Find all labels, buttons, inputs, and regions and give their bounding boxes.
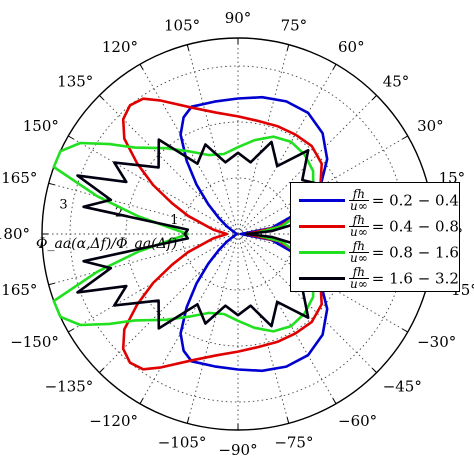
angle-tick-label: 135° [57,72,93,90]
outer-tick [402,135,408,140]
outer-tick [286,44,290,51]
outer-tick [68,135,74,140]
legend-range-1: = 0.4 − 0.8 [371,217,459,236]
angle-tick-label: 30° [417,117,444,135]
radial-tick-label: 2 [115,205,123,220]
angle-tick-label: 75° [281,16,308,34]
outer-tick [186,44,190,51]
grid-spoke [186,233,239,424]
angle-tick-label: ±180° [0,225,30,243]
angle-tick-label: −90° [218,441,257,459]
radial-tick-label: 1 [170,213,178,228]
legend-item-2: fh u∞ = 0.8 − 1.6 [297,239,459,265]
legend-swatch-3 [299,277,345,280]
legend: fh u∞ = 0.2 − 0.4 fh u∞ = 0.4 − 0.8 fh u∞ = 0.… [290,182,460,292]
grid-spoke [68,135,239,235]
angle-tick-label: 165° [1,169,37,187]
outer-tick [48,282,55,286]
legend-frac-num-0: fh [349,188,369,201]
grid-spoke [237,233,290,424]
legend-frac-num-1: fh [349,214,369,227]
legend-range-3: = 1.6 − 3.2 [371,269,459,288]
grid-spoke [68,233,239,333]
legend-item-0: fh u∞ = 0.2 − 0.4 [297,187,459,213]
radial-ticks: 1 2 3 [59,198,178,229]
legend-range-2: = 0.8 − 1.6 [371,243,459,262]
outer-tick [68,328,74,333]
legend-frac-num-2: fh [349,240,369,253]
legend-label-2: fh u∞ = 0.8 − 1.6 [349,240,459,265]
legend-label-0: fh u∞ = 0.2 − 0.4 [349,188,459,213]
grid-spoke [99,233,239,373]
angle-tick-label: −60° [338,412,377,430]
legend-label-1: fh u∞ = 0.4 − 0.8 [349,214,459,239]
outer-tick [99,368,104,373]
series-line-2 [52,135,315,333]
outer-tick [286,417,290,424]
grid-spoke [139,233,239,404]
outer-tick [332,398,337,404]
legend-frac-den-1: u∞ [350,225,368,239]
legend-range-0: = 0.2 − 0.4 [371,191,459,210]
angle-tick-label: −45° [383,378,422,396]
legend-swatch-2 [299,251,345,254]
series-line-1 [121,97,323,371]
outer-tick [372,95,377,100]
radial-tick-label: 3 [59,198,67,213]
legend-frac-den-2: u∞ [350,251,368,265]
angle-tick-label: 90° [225,9,252,27]
angle-tick-label: −30° [417,333,456,351]
grid-spoke [186,44,239,235]
angle-tick-label: −135° [45,378,94,396]
angle-tick-label: 60° [338,38,365,56]
legend-swatch-1 [299,225,345,228]
legend-item-1: fh u∞ = 0.4 − 0.8 [297,213,459,239]
series-lines [52,95,329,373]
outer-tick [48,182,55,186]
legend-frac-num-3: fh [349,266,369,279]
grid-spoke [237,95,377,235]
outer-tick [186,417,190,424]
outer-tick [402,328,408,333]
grid-spoke [237,44,290,235]
series-line-0 [179,95,329,373]
outer-tick [372,368,377,373]
outer-tick [139,398,144,404]
grid-spoke [139,64,239,235]
outer-tick [139,64,144,70]
grid-spoke [237,233,337,404]
legend-item-3: fh u∞ = 1.6 − 3.2 [297,265,459,291]
radial-axis-label: Φ_aa(α,Δf)/Φ_aa(Δf) [36,236,177,252]
angle-tick-label: 120° [102,38,138,56]
angle-tick-label: 45° [383,72,410,90]
outer-tick [332,64,337,70]
grid-spoke [237,233,377,373]
grid-spoke [237,64,337,235]
legend-frac-den-3: u∞ [350,277,368,291]
angle-tick-label: −75° [274,434,313,452]
angle-tick-label: 105° [164,16,200,34]
legend-swatch-0 [299,199,345,202]
angle-tick-label: −150° [10,333,59,351]
angle-tick-label: 150° [23,117,59,135]
grid-spoke [237,135,408,235]
legend-label-3: fh u∞ = 1.6 − 3.2 [349,266,459,291]
angle-tick-label: −165° [0,281,37,299]
series-line-3 [76,138,325,330]
angle-tick-label: −105° [158,434,207,452]
legend-frac-den-0: u∞ [350,199,368,213]
grid-spoke [237,233,408,333]
angle-tick-label: −120° [89,412,138,430]
outer-tick [99,95,104,100]
